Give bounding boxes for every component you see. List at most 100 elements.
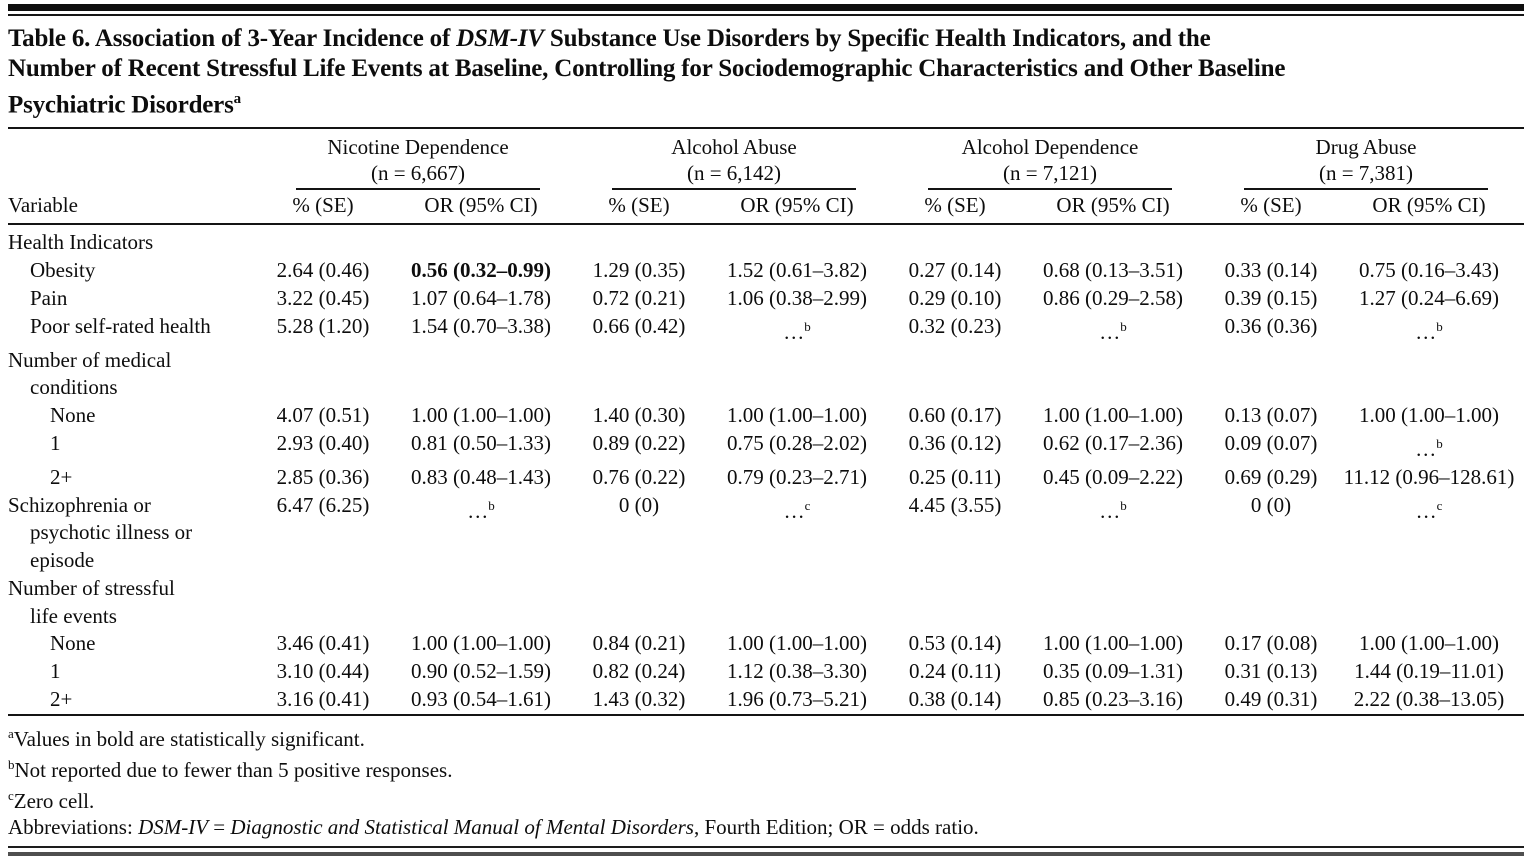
data-cell: 1.52 (0.61–3.82) bbox=[727, 258, 867, 283]
column-header-pct-se: % (SE) bbox=[576, 190, 702, 226]
row-label: Pain bbox=[30, 285, 68, 310]
data-cell: 0.89 (0.22) bbox=[592, 430, 686, 455]
data-cell: 0.36 (0.12) bbox=[908, 430, 1002, 455]
data-cell: …b bbox=[1099, 497, 1127, 523]
data-cell: 0.53 (0.14) bbox=[908, 631, 1002, 656]
data-cell: 1.00 (1.00–1.00) bbox=[1359, 403, 1499, 428]
table-row: 1 3.10 (0.44) 0.90 (0.52–1.59) 0.82 (0.24) 1… bbox=[8, 658, 1524, 686]
abbrev-suffix: , Fourth Edition; OR = odds ratio. bbox=[693, 814, 979, 839]
data-cell: 1.07 (0.64–1.78) bbox=[411, 285, 551, 310]
data-cell: 0 (0) bbox=[618, 492, 660, 517]
data-cell: 4.45 (3.55) bbox=[908, 492, 1002, 517]
data-cell: 0.49 (0.31) bbox=[1224, 687, 1318, 712]
row-label: Schizophrenia or psychotic illness or epis… bbox=[8, 492, 193, 573]
footnote-b: bNot reported due to fewer than 5 positi… bbox=[8, 752, 1524, 783]
data-cell: 0.36 (0.36) bbox=[1224, 313, 1318, 338]
table-row: 2+ 2.85 (0.36) 0.83 (0.48–1.43) 0.76 (0.22)… bbox=[8, 464, 1524, 492]
data-cell: 0.86 (0.29–2.58) bbox=[1043, 285, 1183, 310]
group-n: (n = 6,667) bbox=[370, 161, 466, 186]
title-footnote-marker: a bbox=[233, 91, 242, 107]
data-cell: 0.85 (0.23–3.16) bbox=[1043, 687, 1183, 712]
table-row: Schizophrenia or psychotic illness or epis… bbox=[8, 492, 1524, 575]
data-cell: 0.84 (0.21) bbox=[592, 631, 686, 656]
data-cell: 0.69 (0.29) bbox=[1224, 464, 1318, 489]
abbrev-equals: = bbox=[208, 814, 231, 839]
table-row: Obesity 2.64 (0.46) 0.56 (0.32–0.99) 1.29 (… bbox=[8, 257, 1524, 285]
table-row: Pain 3.22 (0.45) 1.07 (0.64–1.78) 0.72 (0.2… bbox=[8, 285, 1524, 313]
data-cell: 0.56 (0.32–0.99) bbox=[411, 258, 551, 283]
empty-cells bbox=[260, 224, 1524, 257]
data-cell: 0.83 (0.48–1.43) bbox=[411, 464, 551, 489]
data-cell: 1.40 (0.30) bbox=[592, 403, 686, 428]
data-cell: 0.13 (0.07) bbox=[1224, 403, 1318, 428]
journal-table-figure: Table 6. Association of 3-Year Incidence… bbox=[0, 4, 1536, 856]
top-thin-rule bbox=[8, 14, 1524, 16]
table-row: Health Indicators bbox=[8, 224, 1524, 257]
table-row: Number of medical conditions bbox=[8, 347, 1524, 403]
data-cell: 0.31 (0.13) bbox=[1224, 659, 1318, 684]
footnote-abbreviations: Abbreviations: DSM-IV = Diagnostic and S… bbox=[8, 814, 1524, 840]
data-cell: 2.93 (0.40) bbox=[276, 430, 370, 455]
title-line3: Psychiatric Disorders bbox=[8, 91, 234, 119]
table-row: 1 2.93 (0.40) 0.81 (0.50–1.33) 0.89 (0.22) 0… bbox=[8, 430, 1524, 464]
data-cell: …b bbox=[1415, 435, 1443, 461]
column-header-or-ci: OR (95% CI) bbox=[386, 190, 576, 226]
data-cell: 3.16 (0.41) bbox=[276, 687, 370, 712]
title-italic-dsm: DSM-IV bbox=[456, 25, 544, 52]
data-cell: 1.43 (0.32) bbox=[592, 687, 686, 712]
row-label: None bbox=[50, 631, 96, 656]
title-bottom-rule bbox=[8, 127, 1524, 130]
abbrev-manual-italic: Diagnostic and Statistical Manual of Men… bbox=[230, 814, 694, 839]
data-cell: 0.68 (0.13–3.51) bbox=[1043, 258, 1183, 283]
abbrev-prefix: Abbreviations: bbox=[8, 814, 139, 839]
group-header-row: Nicotine Dependence (n = 6,667) Alcohol A… bbox=[8, 129, 1524, 191]
row-label: 1 bbox=[50, 659, 61, 684]
footnote-text: Not reported due to fewer than 5 positiv… bbox=[14, 757, 453, 782]
data-cell: 0.90 (0.52–1.59) bbox=[411, 659, 551, 684]
group-n: (n = 6,142) bbox=[686, 161, 782, 186]
row-label: 2+ bbox=[50, 464, 73, 489]
group-header-alcohol-dependence: Alcohol Dependence (n = 7,121) bbox=[892, 129, 1208, 191]
data-cell: 0 (0) bbox=[1250, 492, 1292, 517]
row-label: None bbox=[50, 403, 96, 428]
row-label: Health Indicators bbox=[8, 230, 154, 255]
data-cell: 0.72 (0.21) bbox=[592, 285, 686, 310]
empty-cells bbox=[260, 575, 1524, 631]
data-cell: 0.32 (0.23) bbox=[908, 313, 1002, 338]
table-body: Health Indicators Obesity 2.64 (0.46) 0.56 … bbox=[8, 224, 1524, 714]
data-cell: 4.07 (0.51) bbox=[276, 403, 370, 428]
data-cell: 0.82 (0.24) bbox=[592, 659, 686, 684]
row-label: Obesity bbox=[30, 258, 96, 283]
data-cell: 0.79 (0.23–2.71) bbox=[727, 464, 867, 489]
data-cell: 0.93 (0.54–1.61) bbox=[411, 687, 551, 712]
bottom-thick-rule bbox=[8, 851, 1524, 856]
column-header-pct-se: % (SE) bbox=[260, 190, 386, 226]
data-cell: …b bbox=[467, 497, 495, 523]
data-cell: 0.09 (0.07) bbox=[1224, 430, 1318, 455]
data-cell: 1.29 (0.35) bbox=[592, 258, 686, 283]
footnote-marker: c bbox=[8, 787, 14, 803]
row-label: 2+ bbox=[50, 687, 73, 712]
top-thick-rule bbox=[8, 4, 1524, 11]
group-header-nicotine-dependence: Nicotine Dependence (n = 6,667) bbox=[260, 129, 576, 191]
group-header-alcohol-abuse: Alcohol Abuse (n = 6,142) bbox=[576, 129, 892, 191]
row-label: Number of stressful life events bbox=[8, 575, 175, 628]
data-cell: 2.22 (0.38–13.05) bbox=[1353, 687, 1505, 712]
column-header-or-ci: OR (95% CI) bbox=[1018, 190, 1208, 226]
title-line2: Number of Recent Stressful Life Events a… bbox=[8, 55, 1286, 82]
abbrev-dsm-italic: DSM-IV bbox=[138, 814, 209, 839]
data-cell: 1.00 (1.00–1.00) bbox=[727, 403, 867, 428]
data-cell: 0.62 (0.17–2.36) bbox=[1043, 430, 1183, 455]
data-cell: 1.00 (1.00–1.00) bbox=[1359, 631, 1499, 656]
footnote-c: cZero cell. bbox=[8, 783, 1524, 814]
column-header-or-ci: OR (95% CI) bbox=[1334, 190, 1525, 226]
data-cell: 1.44 (0.19–11.01) bbox=[1354, 659, 1504, 684]
empty-cells bbox=[260, 347, 1524, 403]
data-cell: 3.10 (0.44) bbox=[276, 659, 370, 684]
table-row: Number of stressful life events bbox=[8, 575, 1524, 631]
footnote-marker: a bbox=[8, 725, 14, 741]
data-cell: 0.17 (0.08) bbox=[1224, 631, 1318, 656]
data-cell: …b bbox=[783, 318, 811, 344]
row-label: Poor self-rated health bbox=[30, 313, 211, 338]
data-cell: 0.35 (0.09–1.31) bbox=[1043, 659, 1183, 684]
